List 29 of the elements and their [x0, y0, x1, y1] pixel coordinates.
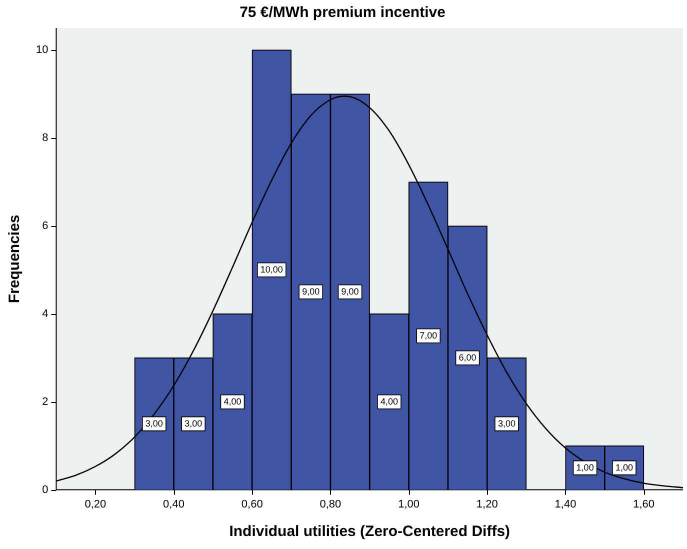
data-label: 4,00 [380, 396, 398, 406]
x-axis-title: Individual utilities (Zero-Centered Diffs) [229, 523, 510, 540]
data-label: 10,00 [260, 264, 283, 274]
x-tick-label: 1,60 [633, 498, 655, 510]
x-tick-label: 1,40 [554, 498, 576, 510]
chart-title: 75 €/MWh premium incentive [240, 4, 446, 22]
y-tick-label: 8 [42, 132, 48, 144]
x-tick-label: 1,20 [476, 498, 498, 510]
y-tick-label: 10 [36, 44, 48, 56]
data-label: 9,00 [341, 286, 359, 296]
y-tick-label: 0 [42, 484, 48, 496]
data-label: 3,00 [184, 418, 202, 428]
x-tick-label: 0,40 [163, 498, 184, 510]
data-label: 3,00 [498, 418, 516, 428]
data-label: 7,00 [420, 330, 438, 340]
y-axis-title: Frequencies [6, 214, 24, 304]
data-label: 9,00 [302, 286, 320, 296]
y-tick-label: 2 [42, 396, 48, 408]
x-tick-label: 0,80 [320, 498, 342, 510]
y-tick-label: 6 [42, 220, 48, 232]
x-tick-label: 0,20 [84, 498, 106, 510]
x-tick-label: 0,60 [241, 498, 263, 510]
data-label: 3,00 [145, 418, 163, 428]
data-label: 6,00 [458, 352, 476, 362]
data-label: 1,00 [576, 462, 594, 472]
data-label: 1,00 [615, 462, 634, 472]
x-tick-label: 1,00 [398, 498, 420, 510]
data-label: 4,00 [224, 396, 242, 406]
y-tick-label: 4 [42, 308, 48, 320]
